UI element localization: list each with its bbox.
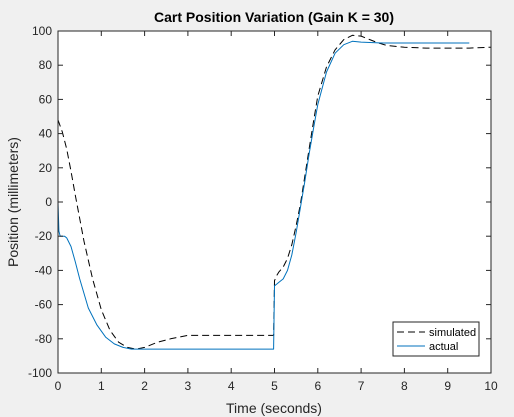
x-tick-label: 4 bbox=[228, 379, 235, 393]
series-line-actual bbox=[57, 40, 470, 350]
x-tick-label: 7 bbox=[358, 379, 365, 393]
x-tick-label: 5 bbox=[271, 379, 278, 393]
y-tick-label: 20 bbox=[39, 161, 53, 175]
legend-box bbox=[392, 321, 480, 357]
y-tick-label: 60 bbox=[39, 92, 53, 106]
x-tick-label: 8 bbox=[401, 379, 408, 393]
y-tick-label: -20 bbox=[35, 229, 53, 243]
y-tick-label: 80 bbox=[39, 58, 53, 72]
legend-label-actual: actual bbox=[429, 341, 458, 353]
series-line-simulated bbox=[57, 34, 492, 350]
ticks-layer: 0 1 2 3 4 5 6 7 8 9 10 -100 -80 -60 -40 -20 0 20 40 60 80 100 bbox=[28, 24, 498, 393]
x-tick-label: 2 bbox=[141, 379, 148, 393]
y-tick-label: -60 bbox=[35, 298, 53, 312]
y-tick-label: -40 bbox=[35, 263, 53, 277]
legend-label-simulated: simulated bbox=[429, 327, 476, 339]
x-tick-label: 9 bbox=[444, 379, 451, 393]
y-tick-label: 40 bbox=[39, 127, 53, 141]
legend: simulated actual bbox=[392, 321, 480, 357]
y-tick-label: -100 bbox=[28, 366, 52, 380]
x-tick-label: 10 bbox=[484, 379, 498, 393]
x-tick-label: 6 bbox=[314, 379, 321, 393]
series-layer bbox=[57, 34, 492, 350]
chart-title: Cart Position Variation (Gain K = 30) bbox=[154, 9, 394, 25]
y-tick-label: -80 bbox=[35, 332, 53, 346]
x-tick-label: 1 bbox=[98, 379, 105, 393]
y-tick-label: 0 bbox=[45, 195, 52, 209]
x-tick-label: 0 bbox=[55, 379, 62, 393]
x-axis-label: Time (seconds) bbox=[226, 400, 322, 416]
y-axis-label: Position (millimeters) bbox=[5, 137, 21, 267]
x-tick-label: 3 bbox=[185, 379, 192, 393]
y-tick-label: 100 bbox=[32, 24, 52, 38]
